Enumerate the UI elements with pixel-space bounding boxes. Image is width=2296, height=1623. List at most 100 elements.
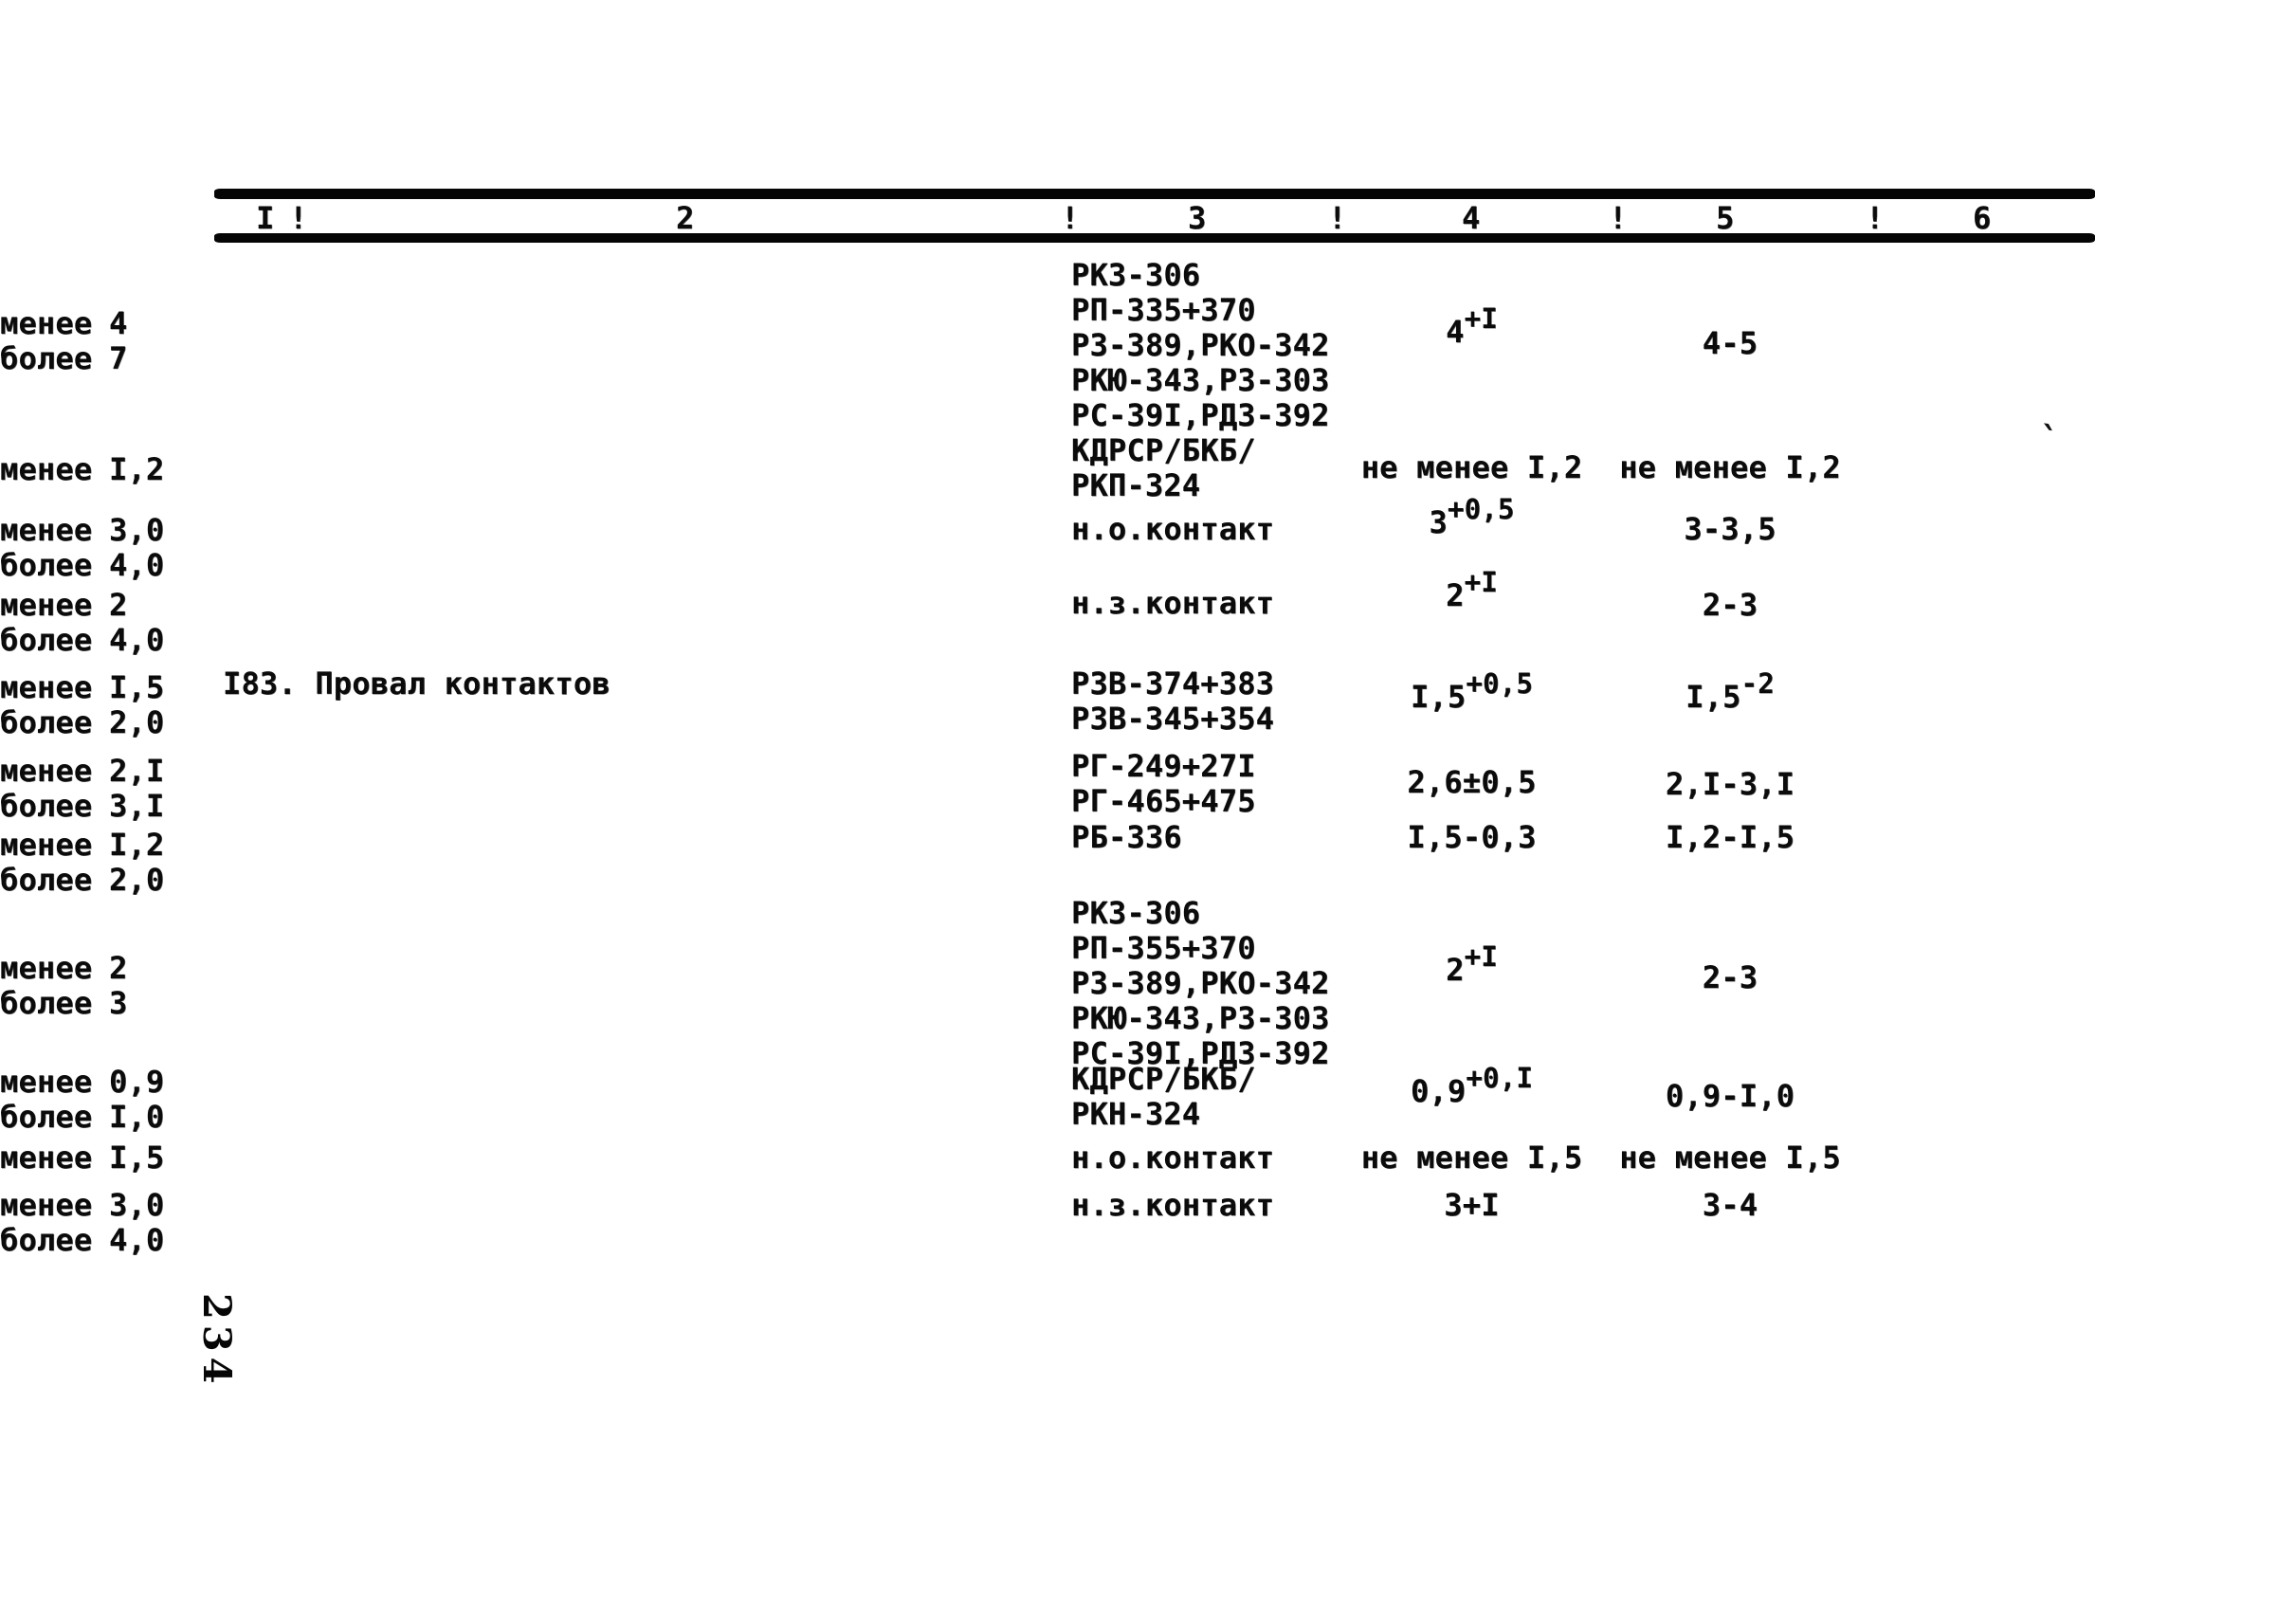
range-value-text: 2-3: [1702, 587, 1758, 623]
norm-value: не менее I,5: [1360, 1140, 1583, 1176]
range-value-text: 3-3,5: [1684, 511, 1777, 547]
limit-value: I,5: [109, 1140, 165, 1176]
norm-value: не менее I,2: [1360, 450, 1583, 485]
norm-value-sup: +I: [1464, 940, 1498, 973]
header-column-separator: !: [289, 200, 308, 236]
norm-value-base: 3: [1429, 504, 1448, 540]
norm-value-text: I,5-0,3: [1407, 819, 1537, 855]
limit-line: менее 3,0: [0, 1188, 256, 1223]
equipment-line: РКЮ-343,РЗ-303: [1071, 362, 1330, 398]
limit-value: 3: [109, 985, 128, 1021]
limit-line: более 3: [0, 986, 256, 1021]
limit-line: более 4,0: [0, 1223, 256, 1258]
limit-label: более: [0, 622, 93, 658]
range-value-text: 0,9-I,0: [1665, 1078, 1795, 1114]
limit-value: 4: [109, 305, 128, 341]
equipment-line: РКП-324: [1071, 467, 1201, 503]
limit-label: более: [0, 985, 93, 1021]
equipment-line: РКЗ-306: [1071, 895, 1201, 931]
norm-value: 3+I: [1360, 1188, 1583, 1223]
limit-value: 2: [109, 587, 128, 623]
limit-label: более: [0, 704, 93, 740]
limit-label: более: [0, 547, 93, 583]
norm-value-text: 3+I: [1444, 1187, 1500, 1223]
range-value-base: I,5: [1686, 679, 1741, 715]
equipment-line: РЗ-389,РКО-342: [1071, 965, 1330, 1001]
limit-line: менее 2: [0, 588, 256, 623]
limit-value: 7: [109, 340, 128, 376]
equipment-line: РС-39I,РДЗ-392: [1071, 1035, 1330, 1071]
limit-value: 2,0: [109, 862, 165, 898]
equipment-line: н.о.контакт: [1071, 1140, 1275, 1176]
header-column-number: I: [256, 200, 275, 236]
limit-line: менее 4: [0, 306, 256, 341]
range-value: 0,9-I,0: [1616, 1079, 1844, 1114]
range-value-text: 3-4: [1702, 1187, 1758, 1223]
range-value-sup: -2: [1740, 667, 1775, 700]
limit-line: менее 0,9: [0, 1065, 256, 1100]
limit-line: менее I,5: [0, 1140, 256, 1176]
limit-line: более I,0: [0, 1100, 256, 1135]
limit-line: более 4,0: [0, 548, 256, 583]
norm-value: 2+I: [1360, 566, 1583, 614]
equipment-line: РЗВ-345+354: [1071, 701, 1275, 737]
limit-label: менее: [0, 669, 93, 705]
norm-value: 2,6±0,5: [1360, 765, 1583, 800]
page-number-vertical: 234: [194, 1293, 239, 1390]
equipment-line: РКЮ-343,РЗ-303: [1071, 1000, 1330, 1036]
equipment-line: РКЗ-306: [1071, 257, 1201, 293]
limit-line: более 4,0: [0, 623, 256, 658]
equipment-line: РЗВ-374+383: [1071, 666, 1275, 702]
norm-value-text: не менее I,2: [1360, 449, 1583, 485]
equipment-line: РКН-324: [1071, 1096, 1201, 1132]
limit-value: 2: [109, 950, 128, 986]
row-item-number-label: I83. Провал контактов: [223, 666, 610, 702]
range-value: 2-3: [1616, 960, 1844, 995]
header-column-separator: !: [1609, 200, 1628, 236]
header-column-number: 4: [1462, 200, 1481, 236]
range-value: не менее I,2: [1616, 450, 1844, 485]
limit-value: 3,0: [109, 512, 165, 548]
equipment-line: КДРСР/БКБ/: [1071, 432, 1256, 468]
norm-value-base: 4: [1446, 314, 1465, 350]
limit-line: более 7: [0, 341, 256, 376]
norm-value-base: 0,9: [1410, 1073, 1467, 1109]
range-value: I,5-2: [1616, 667, 1844, 716]
header-column-number: 3: [1188, 200, 1207, 236]
range-value: 3-3,5: [1616, 512, 1844, 547]
norm-value-base: 2: [1446, 952, 1465, 988]
limit-label: менее: [0, 587, 93, 623]
norm-value-sup: +0,I: [1466, 1062, 1534, 1094]
limit-value: 2,0: [109, 704, 165, 740]
limit-label: менее: [0, 451, 93, 487]
table-header-underline: [214, 233, 2095, 243]
range-value: I,2-I,5: [1616, 820, 1844, 855]
limit-line: менее I,2: [0, 452, 256, 487]
norm-value-sup: +I: [1464, 302, 1498, 335]
limit-label: менее: [0, 305, 93, 341]
limit-label: более: [0, 1222, 93, 1258]
range-value: 2,I-3,I: [1616, 767, 1844, 802]
range-value-text: I,2-I,5: [1665, 819, 1795, 855]
limit-label: более: [0, 788, 93, 824]
limit-label: менее: [0, 1064, 93, 1100]
norm-value: 0,9+0,I: [1360, 1062, 1583, 1110]
limit-line: менее 3,0: [0, 513, 256, 548]
limit-label: менее: [0, 1140, 93, 1176]
limit-value: 3,I: [109, 788, 165, 824]
limit-value: 4,0: [109, 547, 165, 583]
header-column-number: 2: [676, 200, 695, 236]
norm-value: I,5-0,3: [1360, 820, 1583, 855]
norm-value-sup: +0,5: [1447, 493, 1515, 525]
equipment-line: н.з.контакт: [1071, 1187, 1275, 1223]
limit-label: менее: [0, 512, 93, 548]
limit-line: менее 2: [0, 951, 256, 986]
table-top-border-line: [214, 189, 2095, 199]
range-value-text: 2-3: [1702, 959, 1758, 995]
range-value: не менее I,5: [1616, 1140, 1844, 1176]
equipment-line: РП-335+370: [1071, 292, 1256, 328]
limit-line: более 3,I: [0, 789, 256, 824]
limit-label: менее: [0, 950, 93, 986]
limit-label: менее: [0, 753, 93, 789]
limit-label: более: [0, 340, 93, 376]
